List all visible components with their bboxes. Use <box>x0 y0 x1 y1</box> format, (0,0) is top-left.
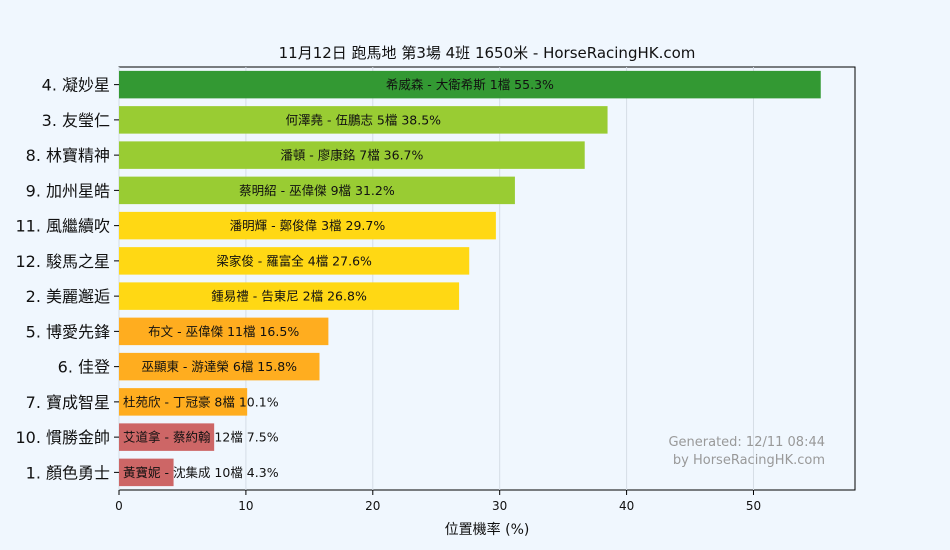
x-tick-label: 10 <box>238 499 253 513</box>
category-label: 5. 博愛先鋒 <box>26 322 110 341</box>
bar <box>119 388 248 416</box>
bar-label: 梁家俊 - 羅富全 4檔 27.6% <box>216 253 372 268</box>
x-axis-ticks: 0 10 20 30 40 50 <box>115 490 761 513</box>
x-tick-label: 20 <box>365 499 380 513</box>
bar-label: 布文 - 巫偉傑 11檔 16.5% <box>148 324 299 339</box>
bar-labels-group: 希威森 - 大衛希斯 1檔 55.3% 何澤堯 - 伍鵬志 5檔 38.5% 潘頓 … <box>123 77 554 480</box>
watermark-generated: Generated: 12/11 08:44 <box>668 435 825 450</box>
category-label: 12. 駿馬之星 <box>15 252 110 271</box>
bar-label: 巫顯東 - 游達榮 6檔 15.8% <box>141 359 297 374</box>
x-tick-label: 40 <box>619 499 634 513</box>
bar-label: 潘明輝 - 鄭俊偉 3檔 29.7% <box>230 218 386 233</box>
category-label: 1. 顏色勇士 <box>26 463 110 482</box>
bar <box>119 106 608 134</box>
category-label: 10. 慣勝金帥 <box>15 428 110 447</box>
x-axis-label: 位置機率 (%) <box>445 521 530 538</box>
bar <box>119 176 515 205</box>
category-label: 8. 林寶精神 <box>26 146 110 165</box>
category-label: 9. 加州星皓 <box>26 181 110 200</box>
bar <box>119 141 585 169</box>
bar-label: 杜苑欣 - 丁冠豪 8檔 10.1% <box>123 394 279 409</box>
category-label: 7. 寶成智星 <box>26 393 110 412</box>
bar <box>119 282 460 310</box>
bar <box>119 211 496 240</box>
category-label: 6. 佳登 <box>58 358 110 377</box>
category-label: 2. 美麗邂逅 <box>26 287 110 306</box>
bar <box>119 70 821 99</box>
x-tick-label: 50 <box>746 499 761 513</box>
bar <box>119 458 174 487</box>
watermark-site: by HorseRacingHK.com <box>673 453 825 468</box>
bar-label: 何澤堯 - 伍鵬志 5檔 38.5% <box>285 112 441 127</box>
chart-title: 11月12日 跑馬地 第3場 4班 1650米 - HorseRacingHK.… <box>279 44 696 62</box>
bar <box>119 247 470 275</box>
bar <box>119 352 320 381</box>
bar-label: 潘頓 - 廖康銘 7檔 36.7% <box>280 148 423 163</box>
category-labels-group: 4. 凝妙星 3. 友瑩仁 8. 林寶精神 9. 加州星皓 11. 風繼續吹 12. 駿馬… <box>15 76 119 482</box>
category-label: 3. 友瑩仁 <box>42 111 110 130</box>
bar-label: 蔡明紹 - 巫偉傑 9檔 31.2% <box>239 183 395 198</box>
bar <box>119 423 215 451</box>
category-label: 11. 風繼續吹 <box>15 217 110 236</box>
x-tick-label: 30 <box>492 499 507 513</box>
x-tick-label: 0 <box>115 499 123 513</box>
bar-label: 希威森 - 大衛希斯 1檔 55.3% <box>386 77 554 92</box>
bar <box>119 317 329 346</box>
bars-group <box>119 70 821 487</box>
category-label: 4. 凝妙星 <box>42 76 110 95</box>
bar-label: 艾道拿 - 蔡約翰 12檔 7.5% <box>123 430 279 445</box>
plot-area <box>118 66 856 491</box>
grid-lines <box>118 67 754 490</box>
bar-label: 鍾易禮 - 告東尼 2檔 26.8% <box>211 289 367 304</box>
bar-label: 黃寶妮 - 沈集成 10檔 4.3% <box>123 465 279 480</box>
